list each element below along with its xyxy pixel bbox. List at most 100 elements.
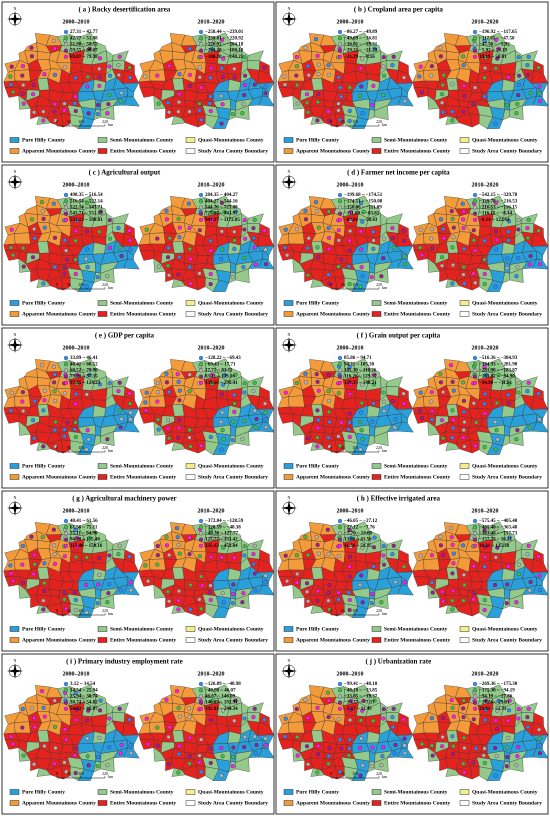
legend-label: Entire Mountainous County xyxy=(110,474,176,480)
county-dot xyxy=(526,380,531,385)
county-dot xyxy=(197,228,202,233)
county-dot xyxy=(358,419,363,424)
county-dot xyxy=(262,401,268,406)
class-label: −542.15 ~ −329.78 xyxy=(479,193,518,198)
county-dot xyxy=(306,110,311,115)
county-dot xyxy=(316,62,321,67)
legend-swatch xyxy=(185,637,196,643)
legend-label: Semi-Mountainous County xyxy=(110,300,174,306)
county-dot xyxy=(85,428,90,433)
class-swatch xyxy=(63,681,69,687)
county-dot xyxy=(461,435,466,440)
county-dot xyxy=(84,582,89,587)
county-dot xyxy=(240,437,245,442)
legend-swatch xyxy=(185,463,196,469)
county-dot xyxy=(127,228,132,233)
county-dot xyxy=(127,238,133,243)
class-swatch xyxy=(198,54,204,59)
county-dot xyxy=(326,761,331,766)
county-dot xyxy=(208,528,213,533)
county-dot xyxy=(39,363,45,368)
county-dot xyxy=(282,245,288,250)
county-dot xyxy=(450,281,455,286)
panel-title: ( i ) Primary industry employment rate xyxy=(66,658,183,666)
county-dot xyxy=(127,391,132,396)
county-dot xyxy=(72,590,77,595)
legend-label: Study Area County Boundary xyxy=(472,474,542,480)
legend-label: Apparent Mountainous County xyxy=(296,800,370,806)
county-dot xyxy=(85,84,90,89)
county-dot xyxy=(417,74,422,79)
county-dot xyxy=(74,218,79,223)
county-dot xyxy=(382,562,387,567)
legend-label: Apparent Mountainous County xyxy=(22,800,96,806)
scale-label: 55 xyxy=(341,282,345,287)
map-panel: ( h ) Effective irrigated area N 2000–2010… xyxy=(275,490,549,652)
class-label: −27.86 ~ 29.01 xyxy=(479,701,510,706)
county-dot xyxy=(514,437,519,442)
county-dot xyxy=(282,82,288,87)
class-swatch xyxy=(63,700,69,705)
class-label: 46.07 ~ 146.09 xyxy=(205,695,236,700)
county-dot xyxy=(347,248,352,253)
county-dot xyxy=(314,535,319,540)
county-dot xyxy=(176,542,181,547)
county-dot xyxy=(53,444,58,449)
county-dot xyxy=(156,427,161,432)
county xyxy=(172,403,185,417)
county-dot xyxy=(283,227,288,232)
legend-swatch xyxy=(9,637,20,643)
county-dot xyxy=(461,428,466,433)
class-label: 60.52 ~ 79.90 xyxy=(70,369,98,374)
county-dot xyxy=(371,83,376,88)
class-label: −269.36 ~ −175.30 xyxy=(479,682,518,687)
legend-swatch xyxy=(97,137,108,143)
county-dot xyxy=(461,226,466,231)
county-dot xyxy=(197,65,202,70)
map-panel: ( f ) Grain output per capita N 2000–2010 8… xyxy=(275,327,549,489)
county-dot xyxy=(177,92,182,97)
county-dot xyxy=(97,572,102,577)
county-dot xyxy=(73,746,78,751)
county-dot xyxy=(199,443,204,448)
class-swatch xyxy=(63,192,69,198)
county-dot xyxy=(117,543,122,548)
county-dot xyxy=(417,245,423,250)
county-dot xyxy=(108,236,113,241)
county-dot xyxy=(493,66,498,71)
legend-swatch xyxy=(97,311,108,317)
class-label: 48.41 ~ 61.56 xyxy=(70,519,98,524)
legend-label: Semi-Mountainous County xyxy=(384,463,448,469)
county-dot xyxy=(482,597,487,603)
county-dot xyxy=(525,63,530,68)
county-dot xyxy=(326,409,331,414)
county-dot xyxy=(306,762,311,767)
county-dot xyxy=(303,380,308,385)
class-swatch xyxy=(198,543,204,548)
legend-label: Semi-Mountainous County xyxy=(110,626,174,632)
county-dot xyxy=(336,554,341,559)
class-swatch xyxy=(472,706,478,711)
class-label: 284.35 ~ 404.27 xyxy=(205,193,238,198)
county-dot xyxy=(52,265,57,270)
legend-swatch xyxy=(283,789,294,795)
county-dot xyxy=(493,745,498,750)
county-dot xyxy=(473,248,478,253)
county-dot xyxy=(73,271,78,277)
scale-label: 0 xyxy=(56,771,58,776)
county-dot xyxy=(165,255,171,260)
county-dot xyxy=(336,238,341,243)
county-dot xyxy=(155,390,160,395)
class-label: 115.40 ~ 150.16 xyxy=(70,544,103,549)
county-dot xyxy=(326,598,331,603)
county-dot xyxy=(232,409,237,414)
county-dot xyxy=(326,209,331,214)
class-label: −8.14 ~ 122.64 xyxy=(479,218,510,223)
legend-label: Pure Hilly County xyxy=(22,789,65,795)
county-dot xyxy=(42,714,47,719)
county-dot xyxy=(74,544,79,549)
county-dot xyxy=(199,737,204,742)
county-dot xyxy=(128,410,133,415)
county-dot xyxy=(31,572,36,577)
county-dot xyxy=(208,282,213,287)
